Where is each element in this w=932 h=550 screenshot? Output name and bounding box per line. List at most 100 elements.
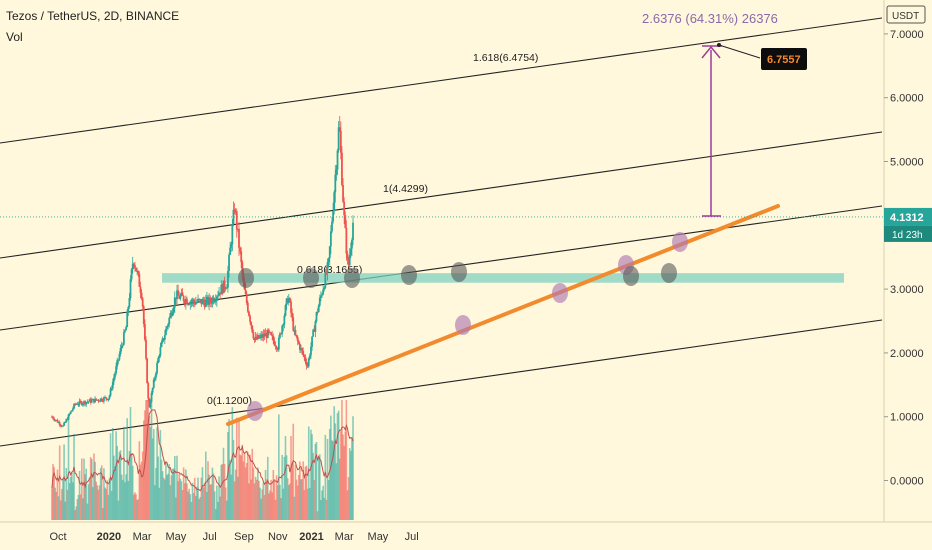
volume-bar: [279, 484, 281, 520]
candle-body: [347, 258, 350, 266]
volume-bar: [241, 444, 244, 520]
volume-bar: [235, 417, 238, 520]
candle-body: [289, 298, 291, 302]
volume-bar: [92, 487, 94, 520]
volume-bar: [141, 451, 144, 520]
volume-bar: [100, 465, 103, 520]
volume-bar: [341, 400, 343, 520]
volume-bar: [327, 479, 330, 520]
candle-body: [150, 392, 153, 402]
candle-body: [219, 292, 222, 295]
volume-bar: [116, 445, 119, 520]
candle-body: [113, 377, 115, 382]
candle-body: [341, 152, 343, 186]
candle-body: [86, 401, 89, 403]
candle-body: [114, 373, 116, 378]
volume-bar: [131, 465, 134, 520]
volume-bar: [170, 475, 173, 520]
candle-body: [235, 211, 238, 230]
volume-bar: [137, 499, 140, 520]
candle-body: [204, 299, 207, 308]
volume-bar: [352, 416, 354, 520]
volume-bar: [200, 477, 203, 520]
x-tick-label: Oct: [49, 531, 66, 543]
volume-bar: [59, 500, 62, 520]
volume-bar: [76, 499, 79, 520]
volume-bar: [220, 464, 223, 520]
candle-body: [172, 307, 175, 313]
volume-bar: [136, 500, 138, 520]
candle-body: [320, 295, 322, 298]
candle-body: [94, 398, 96, 403]
candle-body: [285, 298, 288, 306]
volume-bar: [271, 492, 274, 520]
volume-bar: [183, 483, 186, 520]
volume-bar: [78, 470, 81, 520]
volume-bar: [300, 479, 302, 520]
candle-body: [305, 361, 308, 366]
volume-bar: [103, 468, 105, 520]
candle-body: [267, 329, 270, 333]
zone-touch-marker: [401, 265, 417, 285]
volume-bar: [301, 479, 303, 520]
candle-body: [239, 247, 242, 252]
candle-body: [99, 398, 102, 402]
volume-bar: [344, 431, 347, 520]
volume-bar: [239, 454, 241, 520]
volume-bar: [74, 509, 76, 520]
candle-body: [225, 287, 228, 289]
candle-body: [280, 333, 282, 335]
candle-body: [201, 299, 204, 305]
candle-body: [171, 312, 174, 316]
candle-body: [117, 359, 120, 361]
volume-bar: [140, 461, 143, 520]
volume-bar: [244, 467, 247, 520]
volume-bar: [102, 507, 104, 520]
volume-bar: [67, 417, 70, 520]
volume-bar: [305, 465, 308, 520]
volume-bar: [193, 477, 196, 520]
volume-bar: [263, 494, 266, 520]
volume-bar: [315, 442, 318, 520]
candle-body: [205, 296, 208, 300]
candle-body: [310, 346, 312, 356]
volume-ma-line: [51, 409, 354, 492]
candle-body: [183, 301, 186, 304]
candle-body: [322, 289, 325, 295]
candle-body: [69, 411, 72, 414]
volume-label: Vol: [6, 30, 23, 44]
candle-body: [119, 348, 122, 355]
candle-body: [295, 334, 298, 337]
volume-bar: [83, 458, 85, 520]
candle-body: [83, 401, 85, 404]
volume-bar: [303, 489, 306, 520]
candle-body: [342, 185, 344, 202]
candle-body: [56, 419, 59, 423]
volume-bar: [65, 467, 68, 520]
volume-bar: [86, 503, 89, 520]
volume-bar: [294, 464, 297, 520]
volume-bar: [342, 434, 344, 520]
volume-bar: [268, 493, 270, 520]
volume-bar: [118, 451, 121, 520]
x-tick-label: Mar: [133, 531, 152, 543]
volume-bar: [291, 463, 293, 520]
volume-bar: [211, 467, 214, 520]
candle-body: [132, 263, 135, 266]
volume-bar: [96, 485, 99, 520]
candle-body: [63, 422, 65, 426]
volume-bar: [237, 476, 239, 520]
y-tick-label: 0.0000: [890, 476, 924, 488]
volume-bar: [190, 501, 193, 520]
candle-body: [120, 345, 123, 349]
volume-bar: [325, 499, 328, 520]
volume-bar: [124, 482, 126, 520]
volume-bar: [187, 491, 189, 520]
candle-body: [152, 379, 155, 388]
measure-label: 2.6376 (64.31%) 26376: [642, 11, 778, 26]
candle-body: [259, 336, 261, 339]
volume-bar: [84, 474, 86, 520]
volume-bar: [147, 400, 150, 520]
candle-body: [258, 335, 260, 339]
